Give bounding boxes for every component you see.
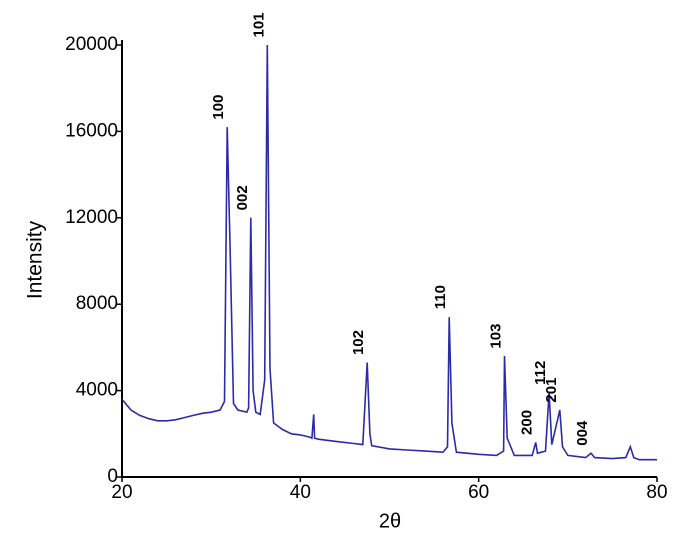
- peak-label: 100: [210, 95, 227, 120]
- x-tick-label: 80: [646, 482, 667, 503]
- peak-label: 110: [432, 285, 449, 309]
- x-tick-label: 60: [468, 482, 489, 503]
- peak-label: 102: [350, 330, 367, 355]
- x-tick-label: 20: [111, 482, 132, 503]
- y-tick-label: 12000: [65, 207, 118, 228]
- y-tick-label: 8000: [76, 293, 118, 314]
- y-axis-title: Intensity: [24, 220, 47, 299]
- y-tick-label: 20000: [65, 34, 118, 55]
- x-axis-title: 2θ: [379, 510, 401, 532]
- peak-label: 200: [519, 410, 536, 435]
- peak-label: 002: [234, 185, 251, 210]
- y-tick-label: 0: [107, 466, 118, 487]
- peak-label: 112: [532, 361, 549, 385]
- y-tick-label: 16000: [65, 120, 118, 141]
- y-tick-label: 4000: [76, 380, 118, 401]
- peak-label: 103: [487, 324, 504, 349]
- x-tick-label: 40: [290, 482, 311, 503]
- peak-label: 101: [250, 12, 267, 37]
- peak-label: 004: [574, 420, 591, 446]
- data-line: [121, 44, 657, 461]
- peak-label: 201: [543, 378, 560, 403]
